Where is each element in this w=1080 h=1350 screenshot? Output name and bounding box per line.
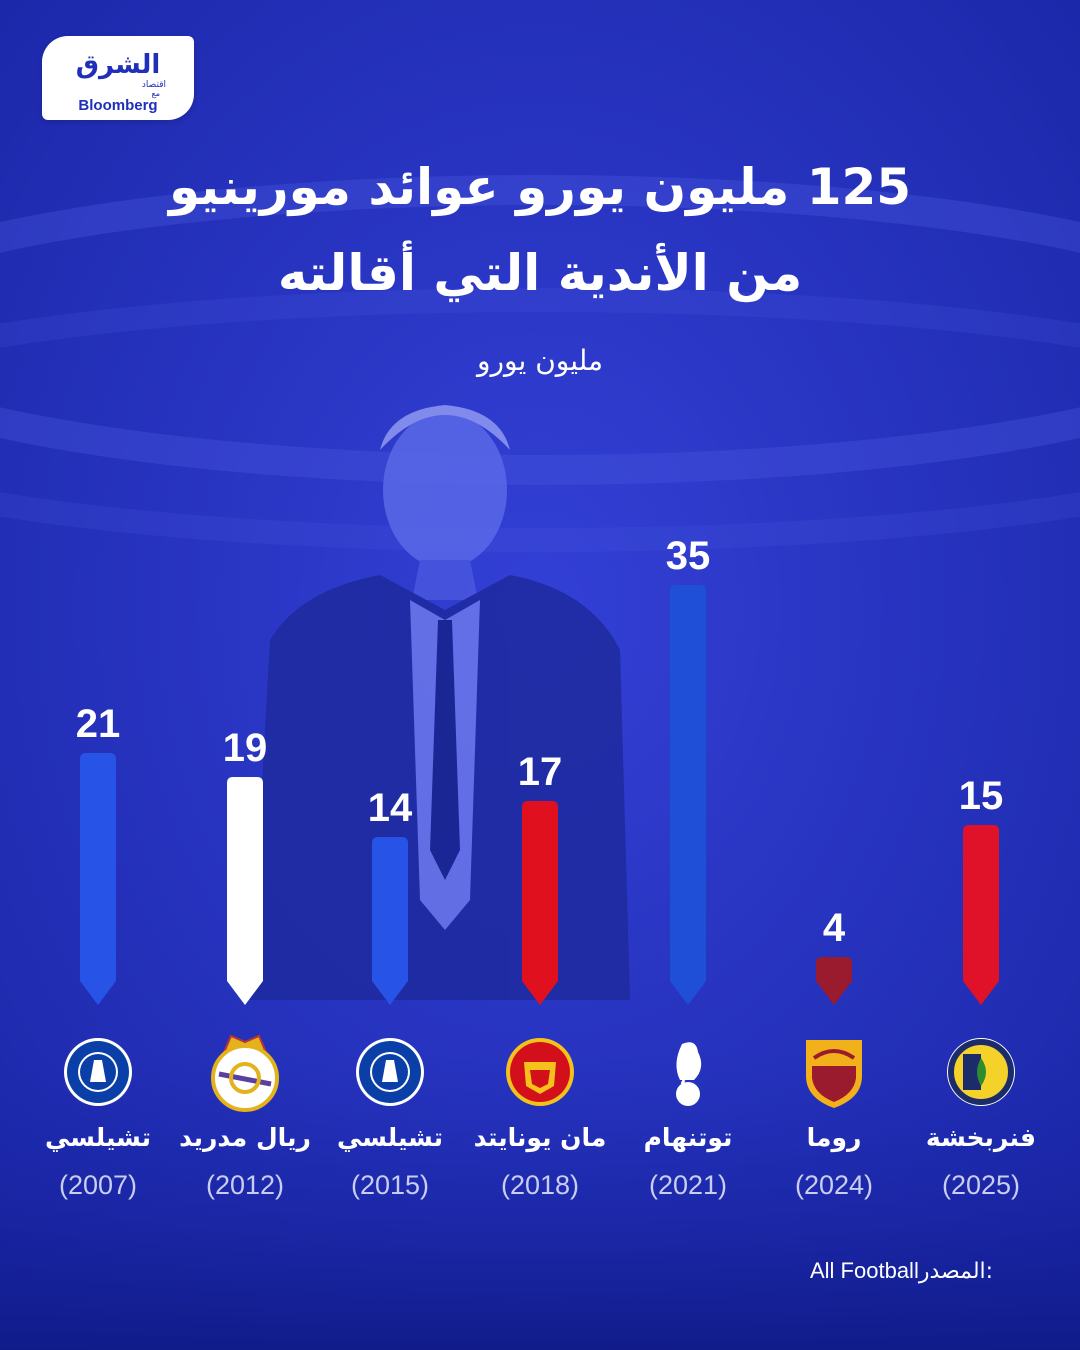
data-label: 4 bbox=[823, 906, 846, 950]
bar-group: 35 توتنهام (2021) bbox=[644, 534, 733, 1200]
crest-devil bbox=[530, 1070, 550, 1088]
crest-leaf bbox=[977, 1058, 986, 1086]
bar bbox=[227, 777, 263, 1005]
bar-group: 14 تشيلسي (2015) bbox=[337, 786, 443, 1200]
brand-logo: الشرق اقتصاد مع Bloomberg bbox=[42, 36, 194, 120]
roma-crest-icon bbox=[806, 1040, 862, 1108]
chart-title-line1: 125 مليون يورو عوائد مورينيو bbox=[168, 158, 912, 216]
chelsea-crest-icon bbox=[356, 1038, 424, 1106]
brand-english-name: Bloomberg bbox=[78, 97, 158, 114]
tottenham-crest-icon bbox=[676, 1042, 702, 1106]
category-label: تشيلسي bbox=[337, 1123, 443, 1152]
category-label: تشيلسي bbox=[45, 1123, 151, 1152]
data-label: 19 bbox=[223, 726, 268, 770]
bar bbox=[80, 753, 116, 1005]
bar-group: 19 ريال مدريد (2012) bbox=[179, 726, 311, 1200]
data-label: 14 bbox=[368, 786, 413, 830]
data-label: 15 bbox=[959, 774, 1004, 818]
category-year-label: (2024) bbox=[795, 1170, 873, 1200]
bar bbox=[816, 957, 852, 1005]
brand-arabic-name: الشرق bbox=[75, 50, 161, 80]
bar-group: 4 روما (2024) bbox=[795, 906, 873, 1200]
man-united-crest-icon bbox=[506, 1038, 574, 1106]
source-value: All Football bbox=[810, 1258, 919, 1283]
data-label: 17 bbox=[518, 750, 563, 794]
category-label: توتنهام bbox=[644, 1123, 733, 1153]
crest-cockerel bbox=[676, 1042, 702, 1080]
crest-left-half bbox=[963, 1054, 981, 1090]
category-year-label: (2018) bbox=[501, 1170, 579, 1200]
category-label: فنربخشة bbox=[926, 1123, 1036, 1153]
category-label: روما bbox=[807, 1123, 862, 1153]
y-axis-unit-label: مليون يورو bbox=[477, 344, 603, 377]
brand-with-label: مع bbox=[151, 89, 160, 98]
bar-group: 17 مان يونايتد (2018) bbox=[474, 750, 607, 1200]
source-note: All Footballالمصدر: bbox=[810, 1258, 993, 1284]
bar-group: 15 فنربخشة (2025) bbox=[926, 774, 1036, 1200]
category-year-label: (2021) bbox=[649, 1170, 727, 1200]
fenerbahce-crest-icon bbox=[947, 1038, 1015, 1106]
category-label: مان يونايتد bbox=[474, 1123, 607, 1153]
bar bbox=[670, 585, 706, 1005]
category-year-label: (2025) bbox=[942, 1170, 1020, 1200]
crest-ball bbox=[676, 1082, 700, 1106]
category-year-label: (2012) bbox=[206, 1170, 284, 1200]
crest-leg bbox=[680, 1079, 686, 1085]
category-label: ريال مدريد bbox=[179, 1123, 311, 1152]
crest-wolf bbox=[812, 1049, 856, 1060]
data-label: 21 bbox=[76, 702, 121, 746]
crest-lower bbox=[812, 1066, 856, 1102]
crest-lion bbox=[382, 1060, 398, 1082]
bar bbox=[963, 825, 999, 1005]
source-label: المصدر: bbox=[918, 1259, 994, 1284]
bar bbox=[372, 837, 408, 1005]
category-year-label: (2015) bbox=[351, 1170, 429, 1200]
crest-lion bbox=[90, 1060, 106, 1082]
data-label: 35 bbox=[666, 534, 711, 578]
bar-group: 21 تشيلسي (2007) bbox=[45, 702, 151, 1200]
chelsea-crest-icon bbox=[64, 1038, 132, 1106]
real-madrid-crest-icon bbox=[211, 1034, 279, 1112]
bar bbox=[522, 801, 558, 1005]
chart-title-line2: من الأندية التي أقالته bbox=[277, 244, 803, 302]
crest-band bbox=[218, 1071, 272, 1087]
category-year-label: (2007) bbox=[59, 1170, 137, 1200]
brand-arabic-sub: اقتصاد bbox=[141, 80, 166, 90]
crest-letters bbox=[229, 1062, 261, 1094]
